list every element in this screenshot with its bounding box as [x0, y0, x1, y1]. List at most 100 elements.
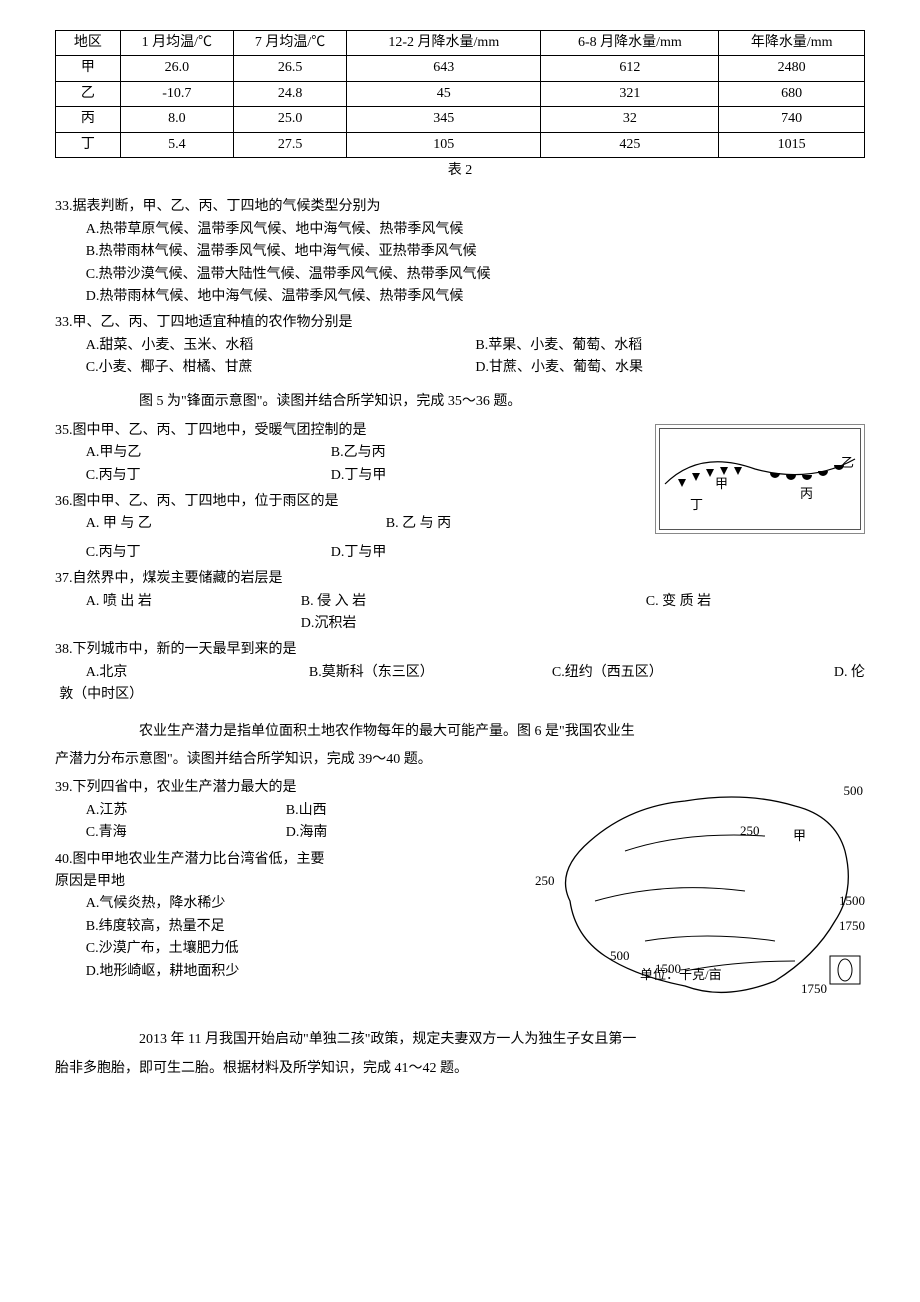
cell: 345: [347, 107, 541, 132]
q35-opt-a: A.甲与乙: [86, 442, 331, 464]
table-2: 地区 1 月均温/℃ 7 月均温/℃ 12-2 月降水量/mm 6-8 月降水量…: [55, 30, 865, 158]
fig6-val-3: 1500: [839, 891, 865, 912]
q33a-opt-d: D.热带雨林气候、地中海气候、温带季风气候、热带季风气候: [86, 286, 464, 308]
table-2-caption: 表 2: [55, 160, 865, 182]
intro-fig5: 图 5 为"锋面示意图"。读图并结合所学知识，完成 35～36 题。: [55, 391, 865, 413]
table-row: 丙 8.0 25.0 345 32 740: [56, 107, 865, 132]
table-header-row: 地区 1 月均温/℃ 7 月均温/℃ 12-2 月降水量/mm 6-8 月降水量…: [56, 31, 865, 56]
q36-opt-a: A. 甲 与 乙: [86, 513, 386, 535]
fig6-val-2: 250: [535, 871, 555, 892]
q40-opt-b: B.纬度较高，热量不足: [86, 916, 225, 938]
intro-41-line2: 胎非多胞胎，即可生二胎。根据材料及所学知识，完成 41～42 题。: [55, 1058, 865, 1080]
q36-opt-b: B. 乙 与 丙: [386, 513, 451, 535]
q40-opt-a: A.气候炎热，降水稀少: [86, 893, 226, 915]
intro-fig6-line2: 产潜力分布示意图"。读图并结合所学知识，完成 39～40 题。: [55, 749, 865, 771]
fig6-val-0: 500: [844, 781, 864, 802]
q36-opt-c: C.丙与丁: [86, 542, 331, 564]
fig6-val-7: 1750: [801, 979, 827, 1000]
q38-opt-a: A.北京: [86, 662, 266, 684]
q38-opt-d-part2: 敦（中时区）: [59, 684, 865, 706]
fig5-label-bing: 丙: [800, 484, 813, 505]
cell: 甲: [56, 56, 121, 81]
table-row: 乙 -10.7 24.8 45 321 680: [56, 81, 865, 106]
q38-opt-b: B.莫斯科（东三区）: [309, 662, 509, 684]
question-33b: 33.甲、乙、丙、丁四地适宜种植的农作物分别是 A.甜菜、小麦、玉米、水稻 B.…: [55, 312, 865, 379]
cell: 8.0: [120, 107, 233, 132]
q39-opt-a: A.江苏: [86, 800, 286, 822]
cell: 105: [347, 132, 541, 157]
q39-opt-d: D.海南: [286, 822, 328, 844]
cell: 乙: [56, 81, 121, 106]
q35-opt-d: D.丁与甲: [331, 465, 387, 487]
q38-opt-d-part1: D. 伦: [795, 662, 865, 684]
q35-opt-c: C.丙与丁: [86, 465, 331, 487]
cell: 丁: [56, 132, 121, 157]
cell: 45: [347, 81, 541, 106]
cell: 27.5: [233, 132, 346, 157]
col-jun-aug: 6-8 月降水量/mm: [541, 31, 719, 56]
cell: -10.7: [120, 81, 233, 106]
q36-opt-d: D.丁与甲: [331, 542, 387, 564]
question-38: 38.下列城市中，新的一天最早到来的是 A.北京 B.莫斯科（东三区） C.纽约…: [55, 639, 865, 706]
q37-opt-b: B. 侵 入 岩: [301, 591, 646, 613]
q40-opt-c: C.沙漠广布，土壤肥力低: [86, 938, 239, 960]
cell: 32: [541, 107, 719, 132]
col-jul-temp: 7 月均温/℃: [233, 31, 346, 56]
cell: 1015: [719, 132, 865, 157]
col-region: 地区: [56, 31, 121, 56]
figure-5: 甲 乙 丙 丁: [655, 424, 865, 534]
q33b-opt-a: A.甜菜、小麦、玉米、水稻: [86, 335, 476, 357]
q37-opt-a: A. 喷 出 岩: [86, 591, 301, 613]
col-dec-feb: 12-2 月降水量/mm: [347, 31, 541, 56]
fig5-label-ding: 丁: [690, 495, 703, 516]
q33a-stem: 33.据表判断，甲、乙、丙、丁四地的气候类型分别为: [55, 196, 865, 218]
cell: 26.5: [233, 56, 346, 81]
col-jan-temp: 1 月均温/℃: [120, 31, 233, 56]
cell: 425: [541, 132, 719, 157]
q33b-opt-c: C.小麦、椰子、柑橘、甘蔗: [86, 357, 476, 379]
cell: 5.4: [120, 132, 233, 157]
figure-5-inner: 甲 乙 丙 丁: [659, 428, 861, 530]
cell: 2480: [719, 56, 865, 81]
col-annual: 年降水量/mm: [719, 31, 865, 56]
q33b-opt-d: D.甘蔗、小麦、葡萄、水果: [475, 357, 865, 379]
cell: 25.0: [233, 107, 346, 132]
q33a-opt-a: A.热带草原气候、温带季风气候、地中海气候、热带季风气候: [86, 219, 464, 241]
figure-6: 500 250 250 1500 1750 500 1500 1750 甲 单位…: [535, 781, 865, 1011]
q33b-stem: 33.甲、乙、丙、丁四地适宜种植的农作物分别是: [55, 312, 865, 334]
q35-opt-b: B.乙与丙: [331, 442, 386, 464]
table-row: 丁 5.4 27.5 105 425 1015: [56, 132, 865, 157]
q38-stem: 38.下列城市中，新的一天最早到来的是: [55, 639, 865, 661]
q39-opt-b: B.山西: [286, 800, 327, 822]
table-row: 甲 26.0 26.5 643 612 2480: [56, 56, 865, 81]
q37-stem: 37.自然界中，煤炭主要储藏的岩层是: [55, 568, 865, 590]
fig6-val-5: 500: [610, 946, 630, 967]
cell: 740: [719, 107, 865, 132]
question-37: 37.自然界中，煤炭主要储藏的岩层是 A. 喷 出 岩 B. 侵 入 岩 C. …: [55, 568, 865, 635]
fig6-unit: 单位：千克/亩: [640, 965, 722, 986]
cell: 643: [347, 56, 541, 81]
q37-opt-d: D.沉积岩: [301, 613, 357, 635]
cell: 26.0: [120, 56, 233, 81]
q33b-opt-b: B.苹果、小麦、葡萄、水稻: [475, 335, 865, 357]
fig5-label-jia: 甲: [715, 474, 728, 495]
intro-41-line1: 2013 年 11 月我国开始启动"单独二孩"政策，规定夫妻双方一人为独生子女且…: [55, 1029, 865, 1051]
q38-opt-c: C.纽约（西五区）: [552, 662, 752, 684]
fig6-val-4: 1750: [839, 916, 865, 937]
q33a-opt-b: B.热带雨林气候、温带季风气候、地中海气候、亚热带季风气候: [86, 241, 477, 263]
fig5-label-yi: 乙: [841, 453, 854, 474]
cell: 321: [541, 81, 719, 106]
fig6-label-jia: 甲: [793, 826, 806, 847]
q39-opt-c: C.青海: [86, 822, 286, 844]
q37-opt-c: C. 变 质 岩: [646, 591, 711, 613]
question-36-cont: C.丙与丁 D.丁与甲: [55, 542, 865, 564]
fig6-val-1: 250: [740, 821, 760, 842]
cell: 丙: [56, 107, 121, 132]
q33a-opt-c: C.热带沙漠气候、温带大陆性气候、温带季风气候、热带季风气候: [86, 264, 491, 286]
q40-opt-d: D.地形崎岖，耕地面积少: [86, 961, 240, 983]
cell: 24.8: [233, 81, 346, 106]
cell: 612: [541, 56, 719, 81]
question-33a: 33.据表判断，甲、乙、丙、丁四地的气候类型分别为 A.热带草原气候、温带季风气…: [55, 196, 865, 308]
intro-fig6-line1: 农业生产潜力是指单位面积土地农作物每年的最大可能产量。图 6 是"我国农业生: [55, 721, 865, 743]
cell: 680: [719, 81, 865, 106]
